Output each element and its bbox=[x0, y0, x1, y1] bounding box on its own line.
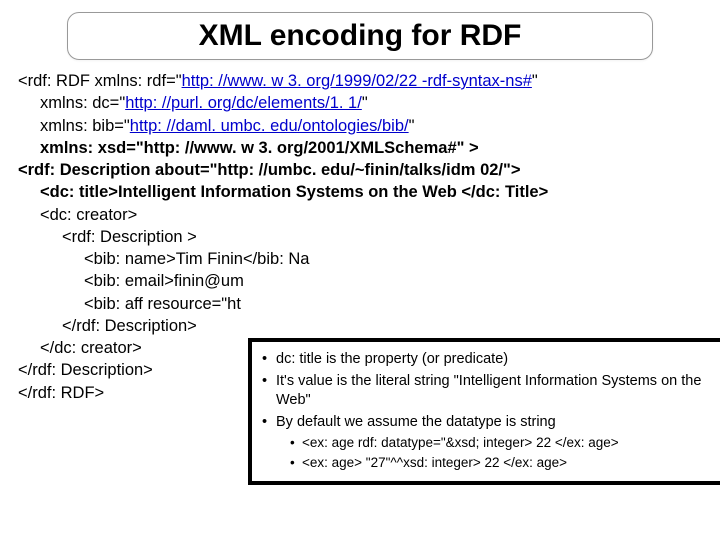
sub-bullets: •<ex: age rdf: datatype="&xsd; integer> … bbox=[262, 434, 712, 472]
bullet-text: <ex: age rdf: datatype="&xsd; integer> 2… bbox=[302, 434, 619, 452]
bullet-item: •<ex: age rdf: datatype="&xsd; integer> … bbox=[290, 434, 712, 452]
code-line: xmlns: dc="http: //purl. org/dc/elements… bbox=[18, 92, 702, 114]
code-line: xmlns: xsd="http: //www. w 3. org/2001/X… bbox=[18, 137, 702, 159]
bullet-text: <ex: age> "27"^^xsd: integer> 22 </ex: a… bbox=[302, 454, 567, 472]
code-line: </rdf: Description> bbox=[18, 315, 702, 337]
url-text: http: //purl. org/dc/elements/1. 1/ bbox=[125, 94, 362, 112]
text: " bbox=[532, 72, 538, 90]
code-line: <bib: email>finin@um bbox=[18, 270, 702, 292]
bullet-dot: • bbox=[262, 372, 276, 411]
bullet-item: •It's value is the literal string "Intel… bbox=[262, 372, 712, 411]
code-line: <dc: creator> bbox=[18, 204, 702, 226]
text: <rdf: RDF xmlns: rdf=" bbox=[18, 72, 182, 90]
title-container: XML encoding for RDF bbox=[67, 12, 653, 60]
bullet-item: •By default we assume the datatype is st… bbox=[262, 413, 712, 433]
bullet-dot: • bbox=[262, 413, 276, 433]
code-line: <rdf: Description about="http: //umbc. e… bbox=[18, 159, 702, 181]
url-text: http: //www. w 3. org/1999/02/22 -rdf-sy… bbox=[182, 72, 532, 90]
text: " bbox=[362, 94, 368, 112]
callout-box: •dc: title is the property (or predicate… bbox=[248, 338, 720, 485]
bullet-dot: • bbox=[290, 454, 302, 472]
bullet-dot: • bbox=[290, 434, 302, 452]
bullet-text: It's value is the literal string "Intell… bbox=[276, 372, 712, 411]
code-line: <dc: title>Intelligent Information Syste… bbox=[18, 181, 702, 203]
bullet-text: dc: title is the property (or predicate) bbox=[276, 350, 508, 370]
bullet-item: •dc: title is the property (or predicate… bbox=[262, 350, 712, 370]
text: " bbox=[409, 117, 415, 135]
code-line: <bib: name>Tim Finin</bib: Na bbox=[18, 248, 702, 270]
text: xmlns: bib=" bbox=[40, 117, 130, 135]
code-line: xmlns: bib="http: //daml. umbc. edu/onto… bbox=[18, 115, 702, 137]
code-line: <rdf: RDF xmlns: rdf="http: //www. w 3. … bbox=[18, 70, 702, 92]
text: xmlns: dc=" bbox=[40, 94, 125, 112]
url-text: http: //daml. umbc. edu/ontologies/bib/ bbox=[130, 117, 409, 135]
code-line: <rdf: Description > bbox=[18, 226, 702, 248]
bullet-text: By default we assume the datatype is str… bbox=[276, 413, 556, 433]
bullet-dot: • bbox=[262, 350, 276, 370]
bullet-item: •<ex: age> "27"^^xsd: integer> 22 </ex: … bbox=[290, 454, 712, 472]
code-line: <bib: aff resource="ht bbox=[18, 293, 702, 315]
page-title: XML encoding for RDF bbox=[80, 19, 640, 53]
